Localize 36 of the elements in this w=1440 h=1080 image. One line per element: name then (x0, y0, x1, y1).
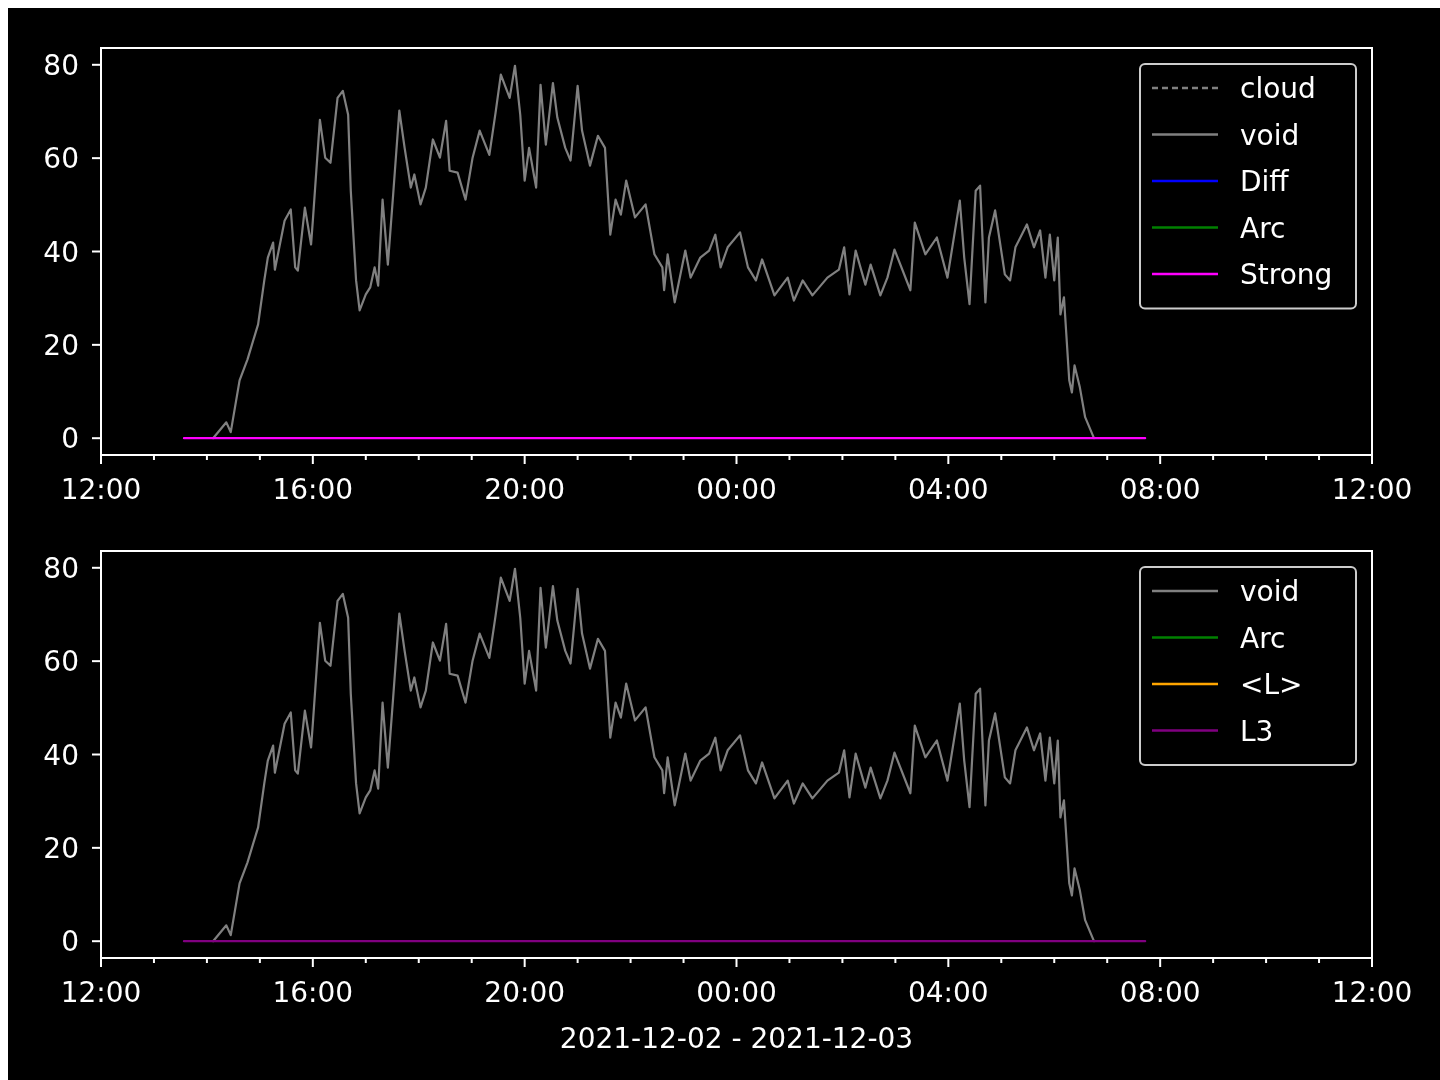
legend-label: Arc (1240, 621, 1286, 655)
y-tick-label: 60 (43, 645, 79, 679)
y-tick-label: 80 (43, 551, 79, 585)
x-tick-label: 08:00 (1119, 473, 1201, 506)
x-tick-label: 16:00 (272, 976, 354, 1009)
legend-label: Arc (1240, 211, 1286, 245)
x-tick-label: 16:00 (272, 473, 354, 506)
y-tick-label: 0 (61, 422, 79, 456)
x-tick-label: 08:00 (1119, 976, 1201, 1009)
y-tick-label: 20 (43, 831, 79, 865)
y-tick-label: 40 (43, 738, 79, 772)
x-tick-label: 12:00 (60, 473, 142, 506)
legend-label: <L> (1240, 668, 1303, 701)
x-tick-label: 20:00 (484, 473, 566, 506)
x-tick-label: 00:00 (696, 976, 777, 1009)
line-series (212, 567, 1096, 943)
x-axis-title: 2021-12-02 - 2021-12-03 (559, 1022, 914, 1055)
legend-label: void (1240, 118, 1300, 152)
x-tick-label: 12:00 (60, 976, 142, 1009)
x-tick-label: 00:00 (696, 473, 777, 506)
y-tick-label: 20 (43, 328, 79, 362)
legend-label: cloud (1240, 72, 1316, 105)
y-tick-label: 80 (43, 48, 79, 82)
legend-label: L3 (1240, 714, 1274, 748)
y-tick-label: 60 (43, 142, 79, 176)
x-tick-label: 04:00 (907, 976, 989, 1009)
legend-label: Diff (1240, 165, 1290, 198)
y-tick-label: 40 (43, 235, 79, 269)
legend-label: Strong (1240, 258, 1333, 291)
legend-label: void (1240, 575, 1300, 608)
line-series (212, 64, 1096, 440)
x-tick-label: 04:00 (907, 473, 989, 506)
x-tick-label: 20:00 (484, 976, 566, 1009)
x-tick-label: 12:00 (1331, 473, 1413, 506)
x-tick-label: 12:00 (1331, 976, 1413, 1009)
y-tick-label: 0 (61, 925, 79, 959)
